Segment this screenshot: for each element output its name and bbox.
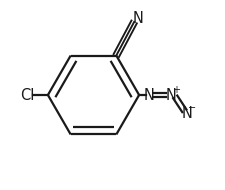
- Text: N: N: [182, 106, 193, 120]
- Text: +: +: [172, 85, 180, 95]
- Text: N: N: [133, 11, 144, 26]
- Text: −: −: [188, 103, 196, 113]
- Text: Cl: Cl: [20, 88, 34, 102]
- Text: N: N: [144, 88, 155, 102]
- Text: N: N: [166, 88, 176, 102]
